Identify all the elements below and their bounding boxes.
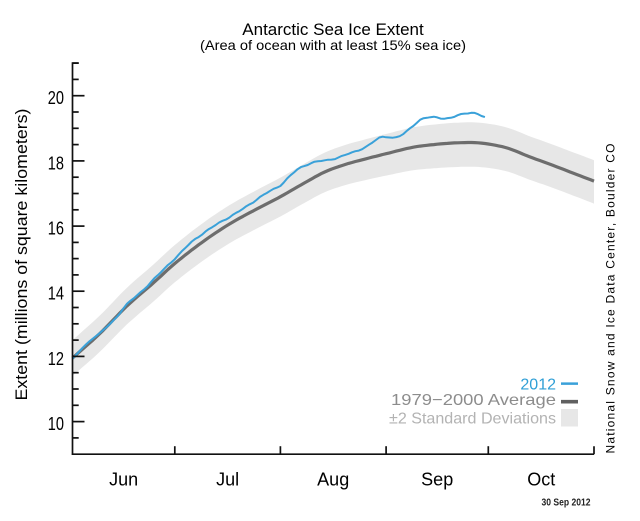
svg-text:Antarctic Sea Ice Extent: Antarctic Sea Ice Extent	[242, 20, 424, 39]
svg-text:Sep: Sep	[421, 469, 453, 489]
svg-text:16: 16	[48, 219, 64, 239]
svg-text:Oct: Oct	[527, 469, 555, 489]
svg-text:10: 10	[48, 414, 64, 434]
svg-text:Jun: Jun	[109, 469, 138, 489]
svg-text:14: 14	[48, 284, 64, 304]
svg-text:12: 12	[48, 349, 64, 369]
svg-text:Extent (millions of square kil: Extent (millions of square kilometers)	[12, 109, 31, 401]
svg-text:Aug: Aug	[317, 469, 349, 489]
svg-text:20: 20	[48, 88, 64, 108]
svg-text:(Area of ocean with at least 1: (Area of ocean with at least 15% sea ice…	[200, 37, 466, 53]
svg-text:30 Sep 2012: 30 Sep 2012	[542, 498, 591, 509]
svg-text:National Snow and Ice Data Cen: National Snow and Ice Data Center, Bould…	[604, 144, 618, 454]
svg-text:1979−2000 Average: 1979−2000 Average	[391, 392, 556, 409]
svg-text:Jul: Jul	[216, 469, 239, 489]
svg-text:18: 18	[48, 153, 64, 173]
svg-text:2012: 2012	[520, 377, 556, 394]
svg-text:±2 Standard Deviations: ±2 Standard Deviations	[389, 411, 556, 428]
